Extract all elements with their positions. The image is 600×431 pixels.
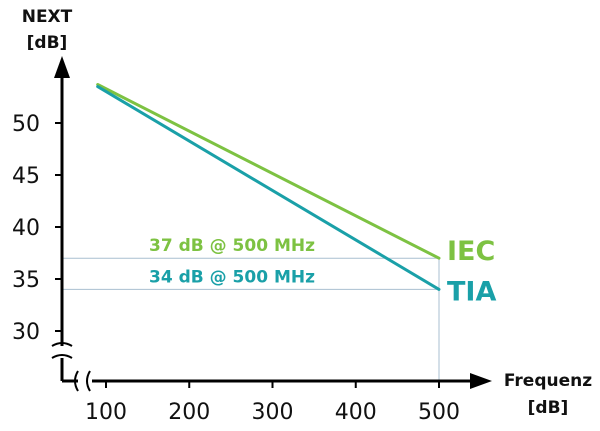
y-axis-title-line1: NEXT [22,7,73,27]
series-label-tia: TIA [447,276,496,307]
x-tick-label: 500 [418,400,460,425]
x-tick-label: 400 [335,400,377,425]
annotation-iec: 37 dB @ 500 MHz [149,236,315,256]
y-axis-title-line2: [dB] [27,33,68,53]
y-tick-label: 30 [12,320,40,345]
y-tick-label: 45 [12,164,40,189]
y-tick-label: 40 [12,216,40,241]
series-line-tia [96,85,441,291]
x-axis [62,370,492,392]
y-tick-group: 30 35 40 45 50 [12,112,62,345]
series-label-iec: IEC [447,236,495,267]
x-axis-arrow-icon [470,373,492,389]
series-line-iec [96,83,441,260]
x-axis-title-line1: Frequenz [504,371,592,391]
y-tick-label: 50 [12,112,40,137]
x-tick-label: 300 [252,400,294,425]
x-tick-label: 200 [168,400,210,425]
y-tick-label: 35 [12,268,40,293]
annotation-tia: 34 dB @ 500 MHz [149,267,315,287]
y-axis-break-icon [51,342,73,359]
y-axis-arrow-icon [54,56,70,78]
reference-lines [62,257,440,381]
x-tick-label: 100 [85,400,127,425]
x-tick-group: 100 200 300 400 500 [85,381,460,425]
x-axis-title-line2: [dB] [528,398,569,418]
x-axis-break-icon [74,370,91,392]
y-axis [51,56,73,381]
